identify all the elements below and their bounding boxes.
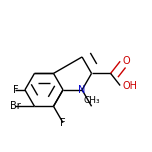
- Text: N: N: [78, 85, 86, 95]
- Text: OH: OH: [122, 81, 137, 91]
- Text: Br: Br: [10, 101, 21, 111]
- Text: CH₃: CH₃: [83, 96, 100, 105]
- Text: O: O: [122, 56, 130, 66]
- Text: F: F: [60, 118, 66, 128]
- Text: F: F: [13, 85, 18, 95]
